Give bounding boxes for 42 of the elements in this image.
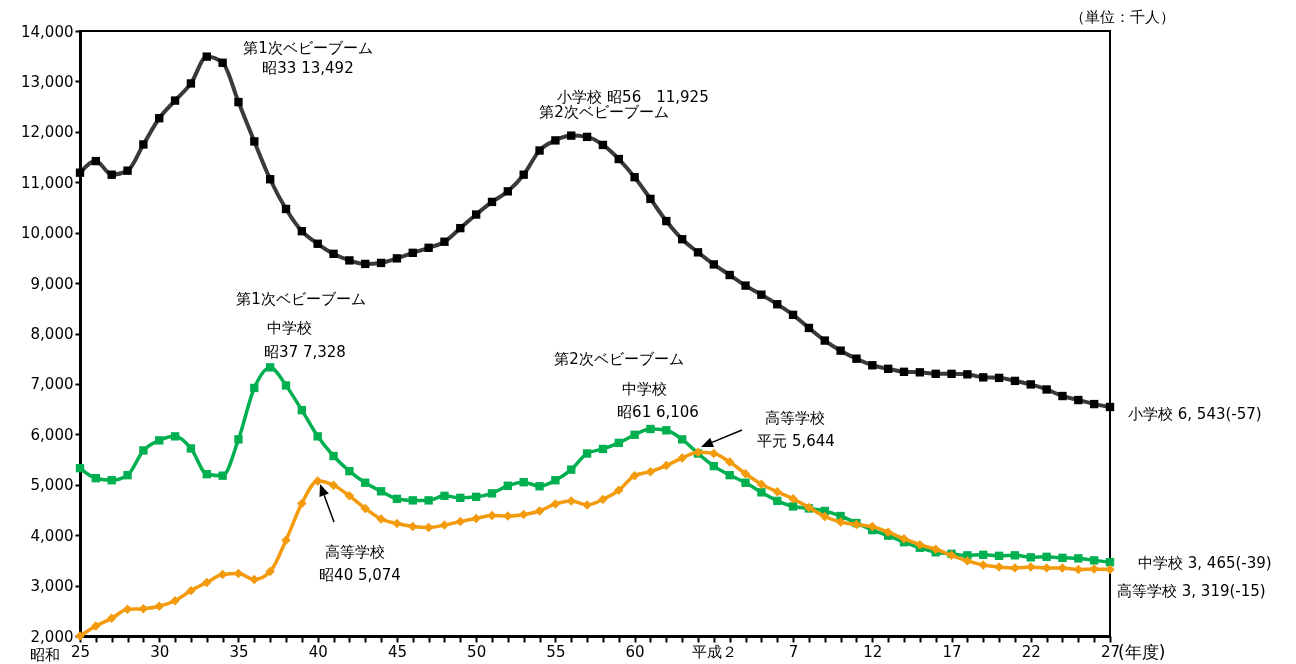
x-tick-label: 45 [387,642,407,661]
annotation: 高等学校 [325,542,385,561]
x-tick-label: 55 [546,642,566,661]
y-tick-label: 3,000 [30,577,74,596]
text: （単位：千人） [1069,7,1175,26]
text: 昭和 [30,645,60,664]
annotation: 中学校 [266,318,312,337]
y-tick-label: 5,000 [30,476,74,495]
y-tick-label: 10,000 [21,224,74,243]
annotation: 第2次ベビーブーム [554,349,684,368]
annotation: 昭40 5,074 [319,565,401,584]
x-tick-label: 50 [467,642,487,661]
y-tick-label: 14,000 [21,22,74,41]
annotation: 高等学校 3, 319(-15) [1117,582,1266,600]
y-tick-label: 9,000 [30,274,74,293]
x-tick-label: 40 [308,642,328,661]
y-tick-label: 4,000 [30,526,74,545]
annotation: 平元 5,644 [757,431,835,450]
annotation: 昭61 6,106 [617,402,699,421]
annotation: 中学校 3, 465(-39) [1138,553,1272,572]
x-tick-label: 17 [942,642,962,661]
y-tick-label: 6,000 [30,425,74,444]
annotation: 高等学校 [765,408,825,427]
annotation: 第1次ベビーブーム [243,38,373,57]
x-tick-label: 7 [788,642,799,661]
x-axis-title: (年度) [1118,642,1166,662]
y-tick-label: 8,000 [30,325,74,343]
x-tick-label: 22 [1021,642,1041,661]
y-tick-label: 13,000 [21,72,74,91]
x-tick-label: 平成２ [691,642,737,661]
annotation: 第1次ベビーブーム [236,289,366,308]
annotation: 昭33 13,492 [262,58,354,77]
annotation: 中学校 [621,379,667,398]
y-tick-label: 12,000 [21,123,74,142]
annotation: 小学校 6, 543(-57) [1128,405,1262,424]
y-tick-label: 7,000 [30,375,74,394]
x-tick-label: 35 [229,642,249,661]
annotation: 昭37 7,328 [264,342,346,361]
x-tick-label: 30 [150,642,170,661]
x-tick-label: 60 [625,642,645,661]
y-tick-label: 11,000 [21,173,74,192]
x-tick-label: 12 [863,642,883,661]
